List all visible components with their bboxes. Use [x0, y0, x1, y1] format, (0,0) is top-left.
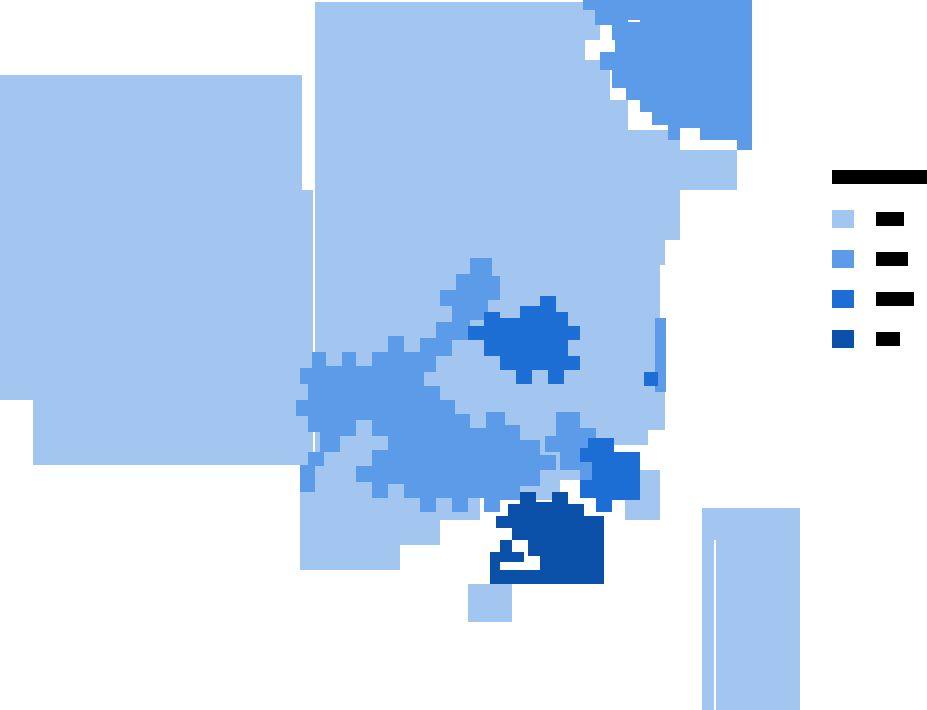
region-west-central[interactable] — [296, 258, 556, 512]
region-east-metro[interactable] — [580, 438, 640, 512]
region-northwest-block[interactable] — [0, 75, 313, 465]
map-canvas[interactable] — [0, 0, 800, 710]
legend-item-tier-1[interactable] — [832, 210, 927, 228]
legend-swatch-tier-3 — [832, 290, 854, 308]
region-small-west-square[interactable] — [300, 465, 315, 492]
legend-swatch-tier-2 — [832, 250, 854, 268]
legend-label-tier-4-redacted — [876, 332, 900, 346]
region-capital-south[interactable] — [490, 492, 604, 584]
legend-item-tier-2[interactable] — [832, 250, 927, 268]
map-svg — [0, 0, 800, 710]
region-east-islet[interactable] — [644, 372, 658, 386]
legend-swatch-tier-4 — [832, 330, 854, 348]
legend-title-redacted — [832, 170, 927, 184]
legend-label-tier-1-redacted — [876, 212, 904, 226]
region-west-block[interactable] — [0, 75, 25, 400]
legend-label-tier-3-redacted — [876, 292, 914, 306]
legend-item-tier-3[interactable] — [832, 290, 927, 308]
region-south-square[interactable] — [468, 584, 512, 622]
legend-label-tier-2-redacted — [876, 252, 908, 266]
legend-swatch-tier-1 — [832, 210, 854, 228]
map-legend — [832, 170, 927, 370]
region-center-metro[interactable] — [468, 296, 580, 384]
region-northeast[interactable] — [600, 0, 752, 150]
inset-separator — [714, 540, 716, 710]
region-southeast-inset[interactable] — [702, 508, 800, 710]
legend-item-tier-4[interactable] — [832, 330, 927, 348]
region-north-sliver[interactable] — [583, 0, 640, 40]
